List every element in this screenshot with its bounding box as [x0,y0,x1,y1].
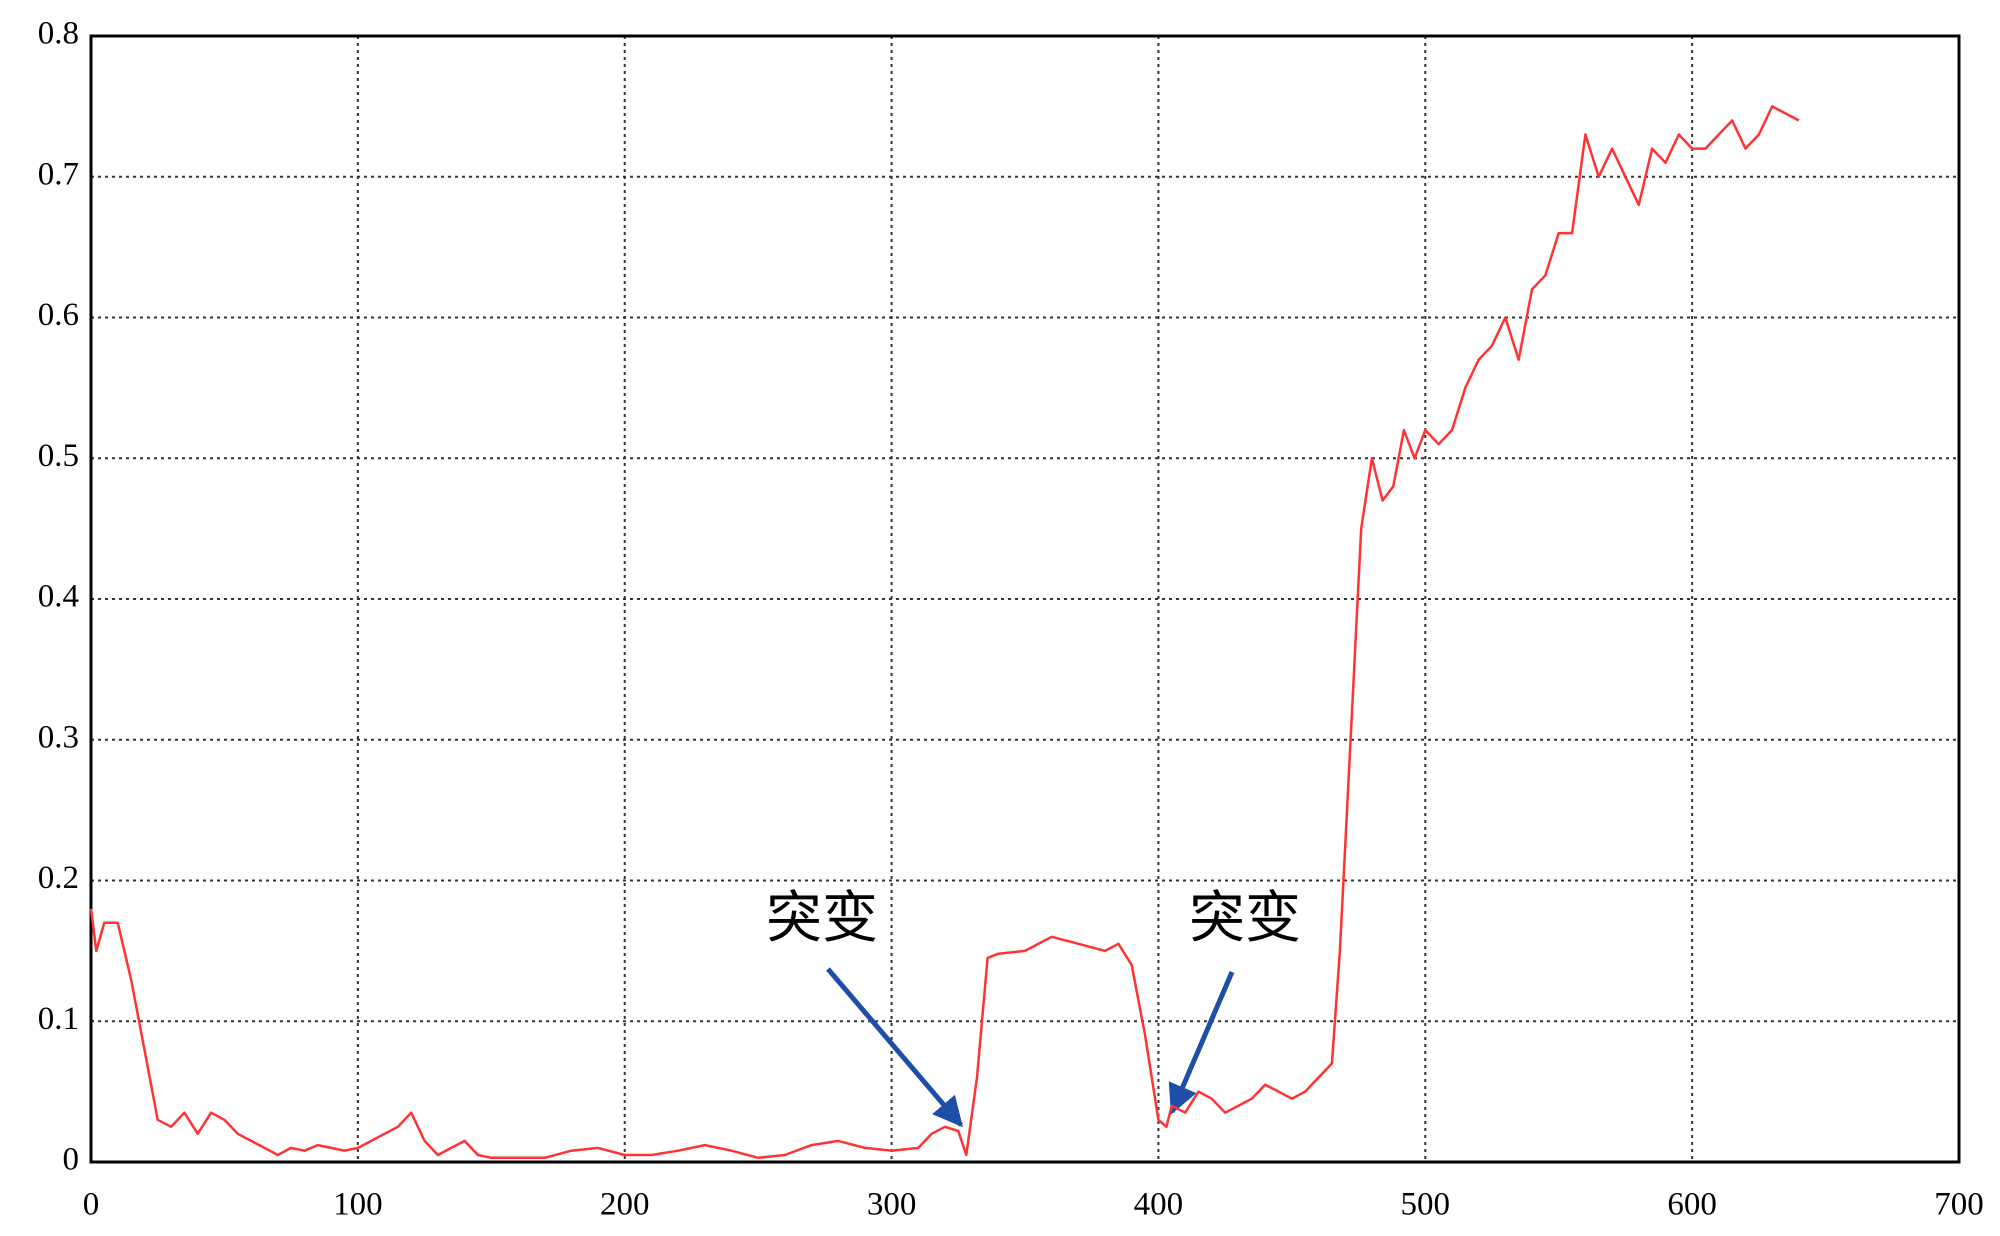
annotation-arrow [1168,971,1235,1115]
x-tick-label: 300 [867,1187,917,1223]
x-tick-label: 200 [600,1187,650,1223]
y-tick-label: 0.3 [38,719,79,755]
y-tick-label: 0 [63,1142,80,1178]
y-tick-label: 0.8 [38,16,79,52]
annotation: 突变 [766,888,878,950]
y-tick-label: 0.6 [38,297,79,333]
x-tick-label: 100 [333,1187,383,1223]
x-tick-label: 0 [83,1187,100,1223]
y-tick-label: 0.4 [38,579,79,615]
y-tick-label: 0.7 [38,156,79,192]
y-tick-label: 0.5 [38,438,79,474]
plot-frame [89,34,1961,1164]
x-tick-label: 400 [1134,1187,1184,1223]
annotation-arrow [826,967,963,1128]
y-tick-label: 0.2 [38,860,79,896]
data-line [89,105,1800,1160]
x-tick-label: 700 [1934,1187,1984,1223]
x-tick-label: 500 [1401,1187,1451,1223]
y-tick-label: 0.1 [38,1001,79,1037]
annotation: 突变 [1189,888,1301,950]
x-tick-label: 600 [1667,1187,1717,1223]
